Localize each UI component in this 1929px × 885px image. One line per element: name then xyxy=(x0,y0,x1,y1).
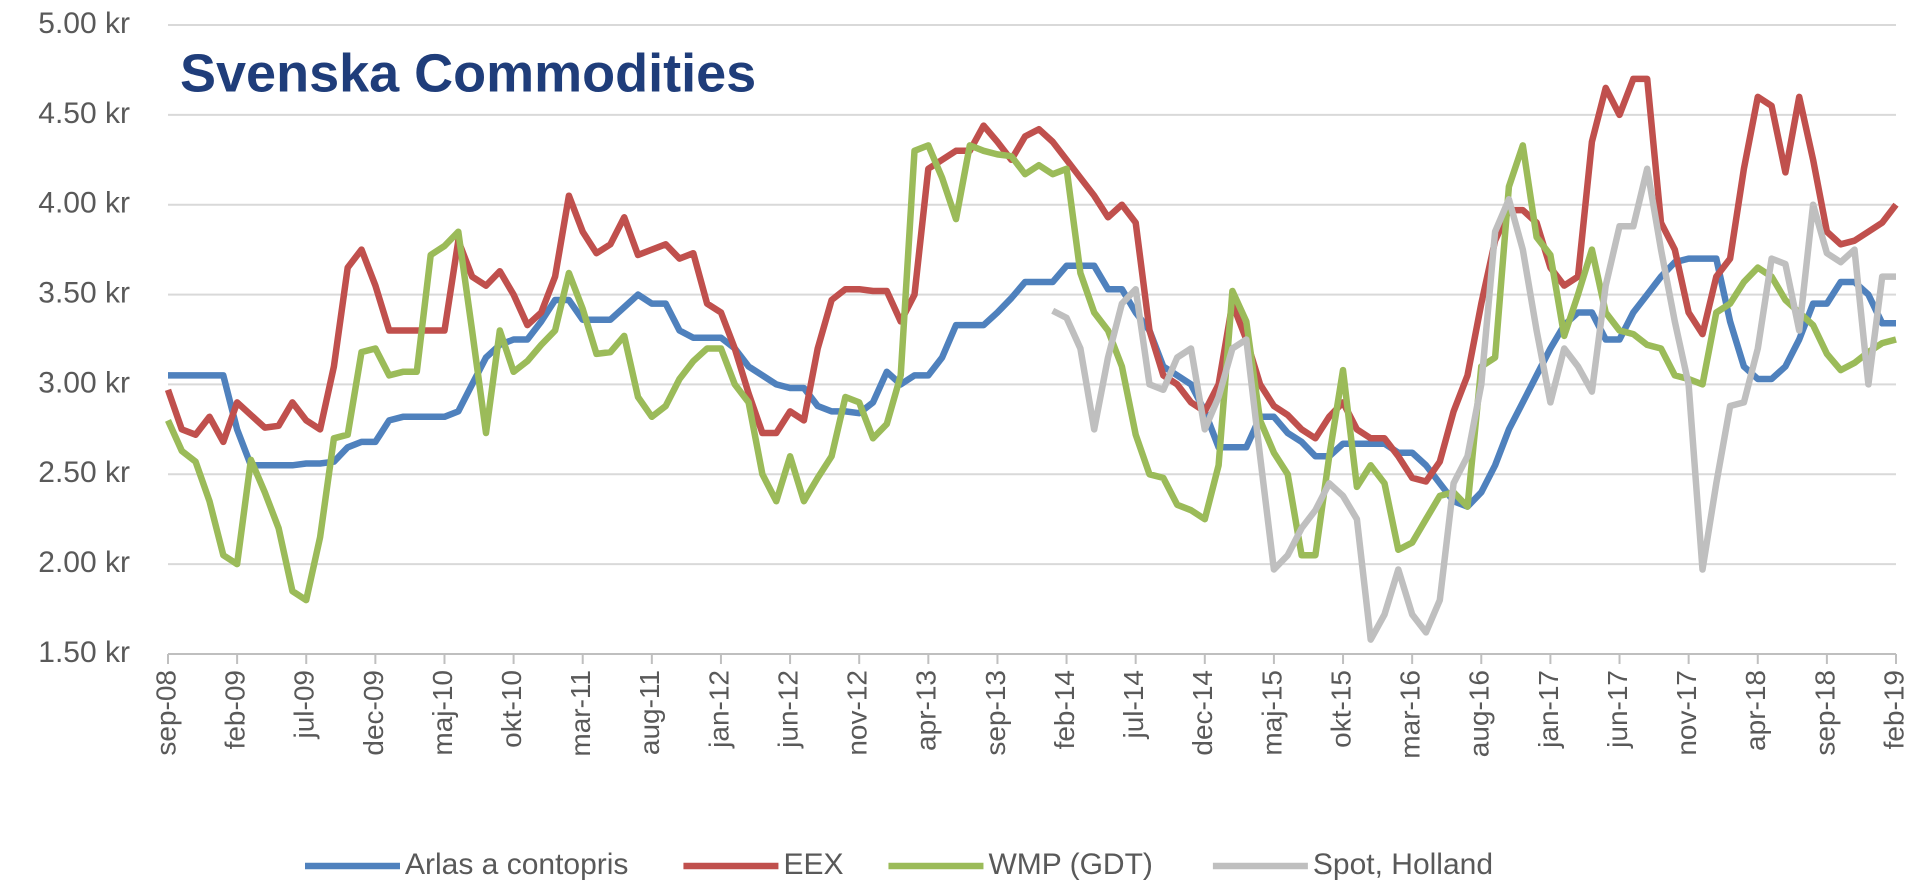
x-tick-label: sep-18 xyxy=(1809,670,1840,756)
x-tick-label: sep-08 xyxy=(150,670,181,756)
x-tick-label: okt-10 xyxy=(496,670,527,748)
x-tick-label: apr-18 xyxy=(1740,670,1771,751)
x-tick-label: aug-11 xyxy=(634,670,665,755)
x-tick-label: nov-17 xyxy=(1671,670,1702,756)
x-tick-label: mar-11 xyxy=(565,670,596,757)
x-tick-label: feb-09 xyxy=(220,670,251,749)
x-tick-label: jul-14 xyxy=(1118,670,1149,739)
y-tick-label: 2.00 kr xyxy=(38,546,130,579)
x-tick-label: jan-17 xyxy=(1533,670,1564,749)
x-tick-label: dec-14 xyxy=(1187,670,1218,756)
x-tick-label: jan-12 xyxy=(703,670,734,749)
x-tick-label: nov-12 xyxy=(842,670,873,756)
x-tick-label: jul-09 xyxy=(289,670,320,739)
x-tick-label: sep-13 xyxy=(980,670,1011,756)
x-tick-label: dec-09 xyxy=(358,670,389,756)
x-tick-label: feb-19 xyxy=(1878,670,1909,749)
y-tick-label: 5.00 kr xyxy=(38,7,130,40)
x-tick-label: apr-13 xyxy=(911,670,942,751)
legend-label: EEX xyxy=(783,848,843,881)
x-tick-label: jun-17 xyxy=(1602,670,1633,749)
x-tick-label: feb-14 xyxy=(1049,670,1080,749)
series-line xyxy=(164,75,1899,485)
y-tick-label: 3.00 kr xyxy=(38,366,130,399)
y-tick-label: 1.50 kr xyxy=(38,636,130,669)
x-tick-label: aug-16 xyxy=(1464,670,1495,757)
x-tick-label: jun-12 xyxy=(772,670,803,749)
legend-label: Arlas a contopris xyxy=(405,848,628,881)
x-tick-label: okt-15 xyxy=(1325,670,1356,748)
legend-label: Spot, Holland xyxy=(1313,848,1493,881)
x-tick-label: mar-16 xyxy=(1395,670,1426,759)
series-line xyxy=(168,255,1896,510)
y-tick-label: 4.00 kr xyxy=(38,187,130,220)
series-line xyxy=(165,142,1897,604)
y-tick-label: 4.50 kr xyxy=(38,97,130,130)
chart-title: Svenska Commodities xyxy=(180,43,756,103)
x-tick-label: maj-15 xyxy=(1256,670,1287,756)
y-tick-label: 2.50 kr xyxy=(38,456,130,489)
legend-label: WMP (GDT) xyxy=(988,848,1152,881)
series-line xyxy=(1051,165,1896,643)
x-tick-label: maj-10 xyxy=(427,670,458,756)
y-tick-label: 3.50 kr xyxy=(38,276,130,309)
